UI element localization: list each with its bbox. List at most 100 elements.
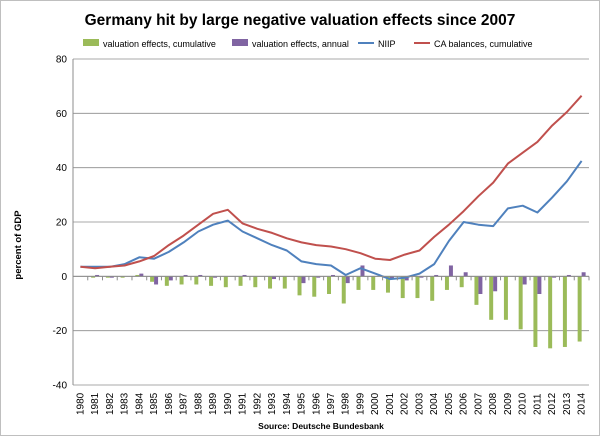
x-tick-label: 2014 bbox=[577, 392, 588, 415]
bar bbox=[548, 276, 553, 349]
x-tick-label: 1981 bbox=[90, 392, 101, 415]
bar bbox=[356, 276, 361, 290]
bar bbox=[419, 276, 424, 278]
x-tick-label: 2009 bbox=[503, 392, 514, 415]
bar bbox=[213, 276, 218, 278]
x-tick-label: 2004 bbox=[429, 392, 440, 415]
bar bbox=[327, 276, 331, 294]
bar bbox=[150, 276, 155, 282]
x-tick-label: 2001 bbox=[385, 392, 396, 415]
y-tick-label: -20 bbox=[53, 326, 68, 337]
x-tick-label: 1986 bbox=[164, 392, 175, 415]
bar bbox=[198, 274, 203, 277]
axes bbox=[72, 59, 590, 385]
series-line bbox=[80, 95, 583, 270]
bar bbox=[109, 276, 114, 278]
bar bbox=[301, 276, 306, 284]
bar bbox=[168, 276, 173, 281]
y-tick-label: 80 bbox=[56, 55, 68, 66]
x-tick-label: 1994 bbox=[282, 392, 293, 415]
grid bbox=[73, 58, 589, 386]
x-tick-label: 1988 bbox=[193, 392, 204, 415]
legend-swatch bbox=[232, 39, 248, 46]
bar bbox=[194, 276, 199, 285]
x-tick-label: 2002 bbox=[400, 392, 411, 415]
bar bbox=[154, 276, 159, 285]
series-line bbox=[80, 160, 583, 281]
x-tick-label: 1982 bbox=[105, 392, 116, 415]
bar bbox=[459, 276, 464, 288]
bar bbox=[371, 276, 376, 290]
bar bbox=[105, 276, 110, 278]
legend-swatch bbox=[83, 39, 99, 46]
bar bbox=[120, 276, 125, 278]
bar bbox=[91, 276, 96, 278]
bar bbox=[389, 276, 394, 280]
bar bbox=[223, 276, 228, 288]
bar bbox=[268, 276, 273, 289]
y-tick-label: 60 bbox=[56, 109, 68, 120]
bar bbox=[282, 276, 287, 289]
bar bbox=[404, 276, 409, 281]
x-tick-label: 1997 bbox=[326, 392, 337, 415]
bar bbox=[463, 272, 468, 277]
bar bbox=[297, 276, 302, 296]
x-tick-label: 1998 bbox=[341, 392, 352, 415]
source-note: Source: Deutsche Bundesbank bbox=[258, 421, 384, 431]
bar bbox=[552, 276, 557, 278]
x-tick-label: 1992 bbox=[252, 392, 263, 415]
bar bbox=[581, 272, 586, 277]
x-tick-label: 2005 bbox=[444, 392, 455, 415]
x-tick-label: 1991 bbox=[238, 392, 249, 415]
x-tick-label: 2006 bbox=[459, 392, 470, 415]
x-tick-label: 2013 bbox=[562, 392, 573, 415]
x-tick-label: 1989 bbox=[208, 392, 219, 415]
legend-label: valuation effects, annual bbox=[252, 39, 349, 49]
bar bbox=[503, 276, 508, 320]
y-axis-label: percent of GDP bbox=[13, 210, 24, 280]
bar bbox=[139, 273, 144, 277]
x-tick-label: 1993 bbox=[267, 392, 278, 415]
bar bbox=[345, 276, 350, 284]
bar bbox=[331, 274, 335, 277]
y-tick-label: 20 bbox=[56, 218, 68, 229]
x-tick-label: 1999 bbox=[355, 392, 366, 415]
x-tick-label: 1995 bbox=[297, 392, 308, 415]
x-tick-label: 1990 bbox=[223, 392, 234, 415]
bar bbox=[474, 276, 479, 305]
bar bbox=[164, 276, 169, 286]
bar bbox=[400, 276, 405, 299]
x-tick-label: 2010 bbox=[518, 392, 529, 415]
legend-label: valuation effects, cumulative bbox=[103, 39, 216, 49]
x-tick-label: 1987 bbox=[179, 392, 190, 415]
bar bbox=[209, 276, 214, 286]
y-tick-label: 0 bbox=[61, 272, 67, 283]
y-tick-label: -40 bbox=[53, 381, 68, 392]
bar bbox=[253, 276, 258, 288]
x-tick-label: 2008 bbox=[488, 392, 499, 415]
legend-label: CA balances, cumulative bbox=[434, 39, 533, 49]
bar bbox=[518, 276, 523, 330]
bar bbox=[478, 276, 483, 294]
x-tick-label: 1985 bbox=[149, 392, 160, 415]
x-tick-label: 1980 bbox=[75, 392, 86, 415]
bar bbox=[179, 276, 184, 285]
bar bbox=[183, 274, 188, 277]
x-tick-label: 2011 bbox=[532, 393, 543, 415]
bar bbox=[238, 276, 243, 286]
legend: valuation effects, cumulative valuation e… bbox=[83, 39, 533, 49]
y-tick-labels: -40 -20 0 20 40 60 80 bbox=[53, 55, 68, 392]
x-tick-label: 1983 bbox=[120, 392, 131, 415]
bar bbox=[444, 276, 449, 290]
bar bbox=[448, 265, 453, 277]
bar bbox=[135, 274, 140, 277]
x-tick-label: 2000 bbox=[370, 392, 381, 415]
bar bbox=[566, 274, 571, 277]
bar bbox=[312, 276, 317, 297]
bar bbox=[489, 276, 494, 320]
chart-title: Germany hit by large negative valuation … bbox=[85, 12, 516, 29]
bar bbox=[522, 276, 527, 285]
bar bbox=[385, 276, 390, 293]
